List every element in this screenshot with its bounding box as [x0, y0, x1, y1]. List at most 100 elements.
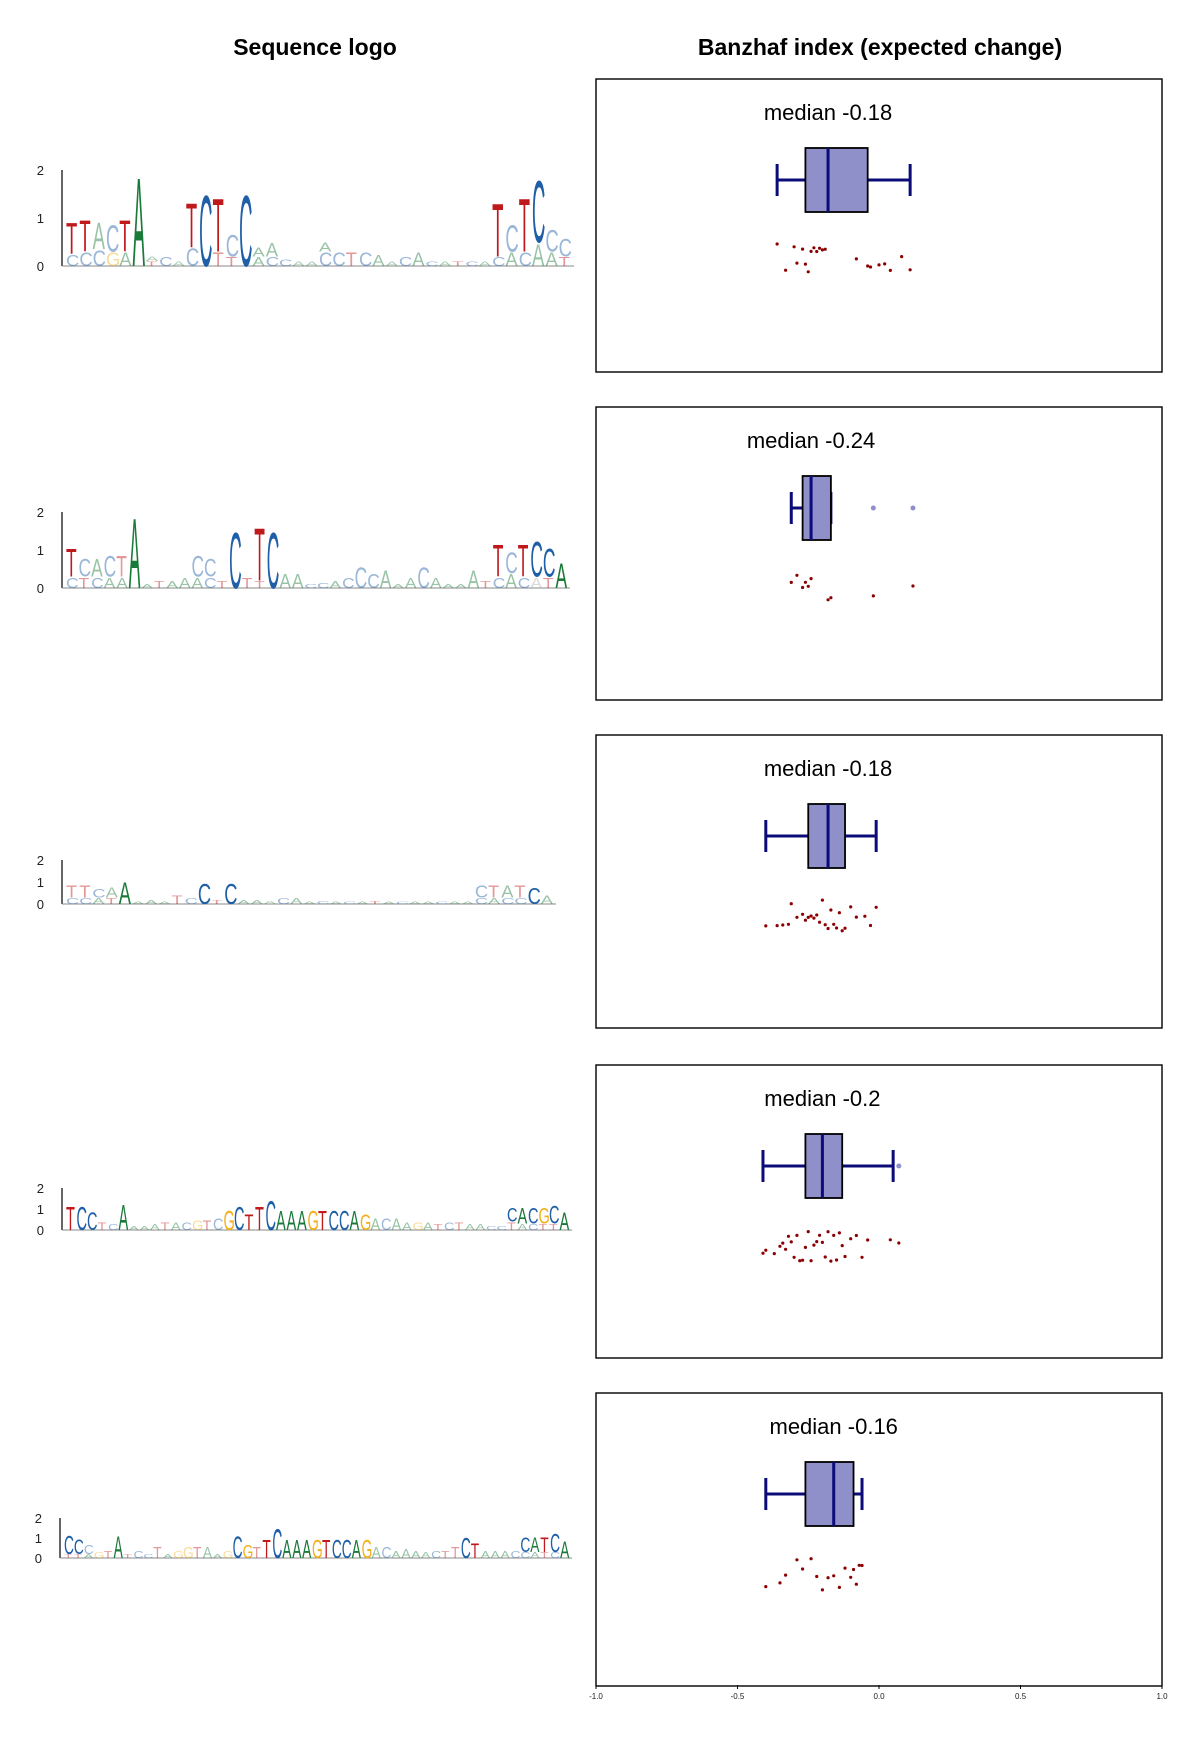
- logo-letter-A: A: [297, 1205, 307, 1236]
- logo-letter-C: C: [66, 251, 79, 269]
- median-label: median -0.18: [764, 100, 892, 125]
- x-axis: -1.0 -0.5 0.0 0.5 1.0: [589, 1685, 1168, 1701]
- data-point: [792, 245, 796, 249]
- logo-letter-T: T: [186, 190, 197, 261]
- data-point: [877, 263, 881, 267]
- logo-letter-A: A: [237, 899, 250, 905]
- data-point: [854, 1233, 858, 1238]
- data-point: [809, 249, 813, 253]
- data-point: [851, 1567, 856, 1572]
- logo-letter-T: T: [253, 1545, 261, 1562]
- logo-letter-C: C: [74, 1535, 84, 1559]
- data-point: [803, 580, 808, 584]
- data-point: [871, 594, 875, 598]
- logo-letter-A: A: [443, 583, 455, 589]
- banzhaf-panel-1: median -0.18: [595, 78, 1163, 373]
- logo-letter-C: C: [486, 1225, 497, 1231]
- data-point: [812, 246, 816, 250]
- logo-letter-C: C: [528, 884, 541, 910]
- data-point: [857, 1563, 861, 1567]
- logo-ytick-label: 1: [37, 1202, 44, 1217]
- data-point: [897, 1241, 901, 1245]
- data-point: [786, 1234, 791, 1238]
- data-point: [826, 598, 830, 602]
- logo-letter-A: A: [150, 1222, 160, 1232]
- logo-letter-T: T: [488, 882, 499, 901]
- logo-letter-T: T: [369, 900, 380, 905]
- logo-letter-C: C: [426, 260, 439, 267]
- logo-letter-C: C: [279, 258, 293, 268]
- logo-letter-A: A: [518, 1222, 528, 1232]
- data-point: [815, 249, 819, 254]
- logo-letter-C: C: [396, 900, 410, 904]
- banzhaf-title: Banzhaf index (expected change): [697, 34, 1063, 60]
- logo-letter-A: A: [163, 1554, 172, 1560]
- logo-letter-C: C: [381, 1545, 391, 1562]
- logo-letter-A: A: [488, 897, 501, 907]
- logo-letter-T: T: [193, 1545, 201, 1562]
- data-point: [834, 926, 839, 930]
- logo-letter-A: A: [330, 900, 342, 904]
- logo-letter-T: T: [255, 1202, 264, 1238]
- logo-letter-C: C: [304, 583, 317, 589]
- logo-letter-C: C: [505, 547, 518, 580]
- logo-letter-T: T: [540, 1552, 549, 1560]
- logo-letter-A: A: [448, 900, 460, 904]
- data-point: [800, 1258, 805, 1262]
- logo-letter-T: T: [493, 537, 504, 587]
- logo-letter-A: A: [421, 1552, 431, 1560]
- logo-letter-G: G: [539, 1204, 550, 1229]
- data-point: [798, 1259, 802, 1263]
- data-point: [817, 246, 822, 250]
- logo-letter-A: A: [119, 1197, 129, 1238]
- data-point: [854, 915, 858, 919]
- logo-letter-C: C: [92, 888, 105, 901]
- data-point: [843, 1254, 847, 1259]
- logo-letter-A: A: [439, 260, 452, 267]
- logo-letter-T: T: [79, 212, 90, 262]
- data-point: [826, 1576, 830, 1580]
- logo-ytick-label: 1: [37, 543, 44, 558]
- logo-letter-C: C: [359, 249, 372, 270]
- data-point: [806, 915, 810, 919]
- data-point: [900, 255, 904, 259]
- logo-letter-A: A: [455, 583, 467, 589]
- logo-letter-C: C: [417, 562, 430, 595]
- logo-ytick-label: 0: [37, 897, 44, 912]
- logo-letter-A: A: [106, 885, 118, 901]
- logo-letter-T: T: [245, 1210, 254, 1235]
- logo-letter-T: T: [79, 882, 90, 901]
- logo-letter-C: C: [520, 1552, 530, 1560]
- logo-letter-C: C: [475, 882, 488, 901]
- logo-letter-C: C: [520, 1533, 530, 1557]
- logo-letter-A: A: [409, 900, 421, 904]
- logo-letter-C: C: [186, 243, 199, 272]
- data-point: [809, 577, 813, 581]
- data-point: [911, 584, 915, 588]
- logo-letter-T: T: [507, 1220, 516, 1233]
- logo-letter-T: T: [559, 256, 571, 270]
- x-tick-label: -1.0: [589, 1692, 603, 1701]
- data-point: [823, 247, 827, 251]
- logo-letter-T: T: [212, 183, 223, 268]
- panel-frame: [595, 406, 1163, 701]
- data-point: [806, 270, 810, 274]
- logo-letter-C: C: [106, 219, 119, 261]
- data-point: [854, 1582, 858, 1586]
- data-point: [803, 1245, 808, 1249]
- logo-letter-A: A: [252, 246, 265, 260]
- logo-letter-C: C: [461, 1531, 471, 1564]
- data-point: [837, 1585, 841, 1589]
- logo-letter-T: T: [106, 897, 118, 907]
- logo-letter-A: A: [133, 160, 145, 286]
- logo-letter-T: T: [116, 551, 127, 584]
- logo-letter-C: C: [317, 900, 331, 905]
- data-point: [826, 1230, 830, 1234]
- logo-letter-C: C: [510, 1549, 520, 1561]
- logo-letter-T: T: [66, 540, 77, 585]
- data-point: [778, 1244, 782, 1248]
- data-point: [843, 1566, 847, 1570]
- logo-ytick-label: 1: [35, 1531, 42, 1546]
- data-point: [826, 926, 830, 931]
- logo-letter-A: A: [91, 553, 103, 582]
